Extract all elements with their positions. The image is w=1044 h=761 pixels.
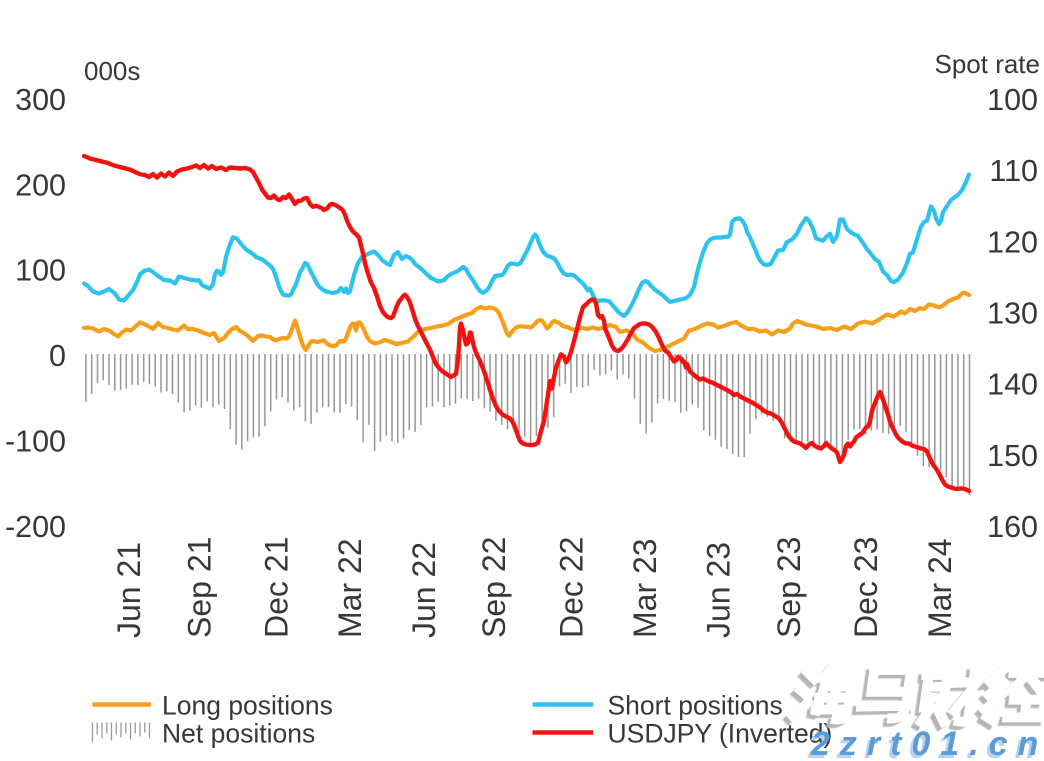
svg-text:160: 160 [987,510,1038,544]
svg-text:Jun 21: Jun 21 [111,542,147,638]
svg-text:300: 300 [15,83,66,117]
svg-text:2zrt01.cn: 2zrt01.cn [807,728,1044,761]
svg-text:Jun 22: Jun 22 [406,542,442,638]
svg-text:Mar 22: Mar 22 [332,538,368,638]
svg-text:2zrt01.cn: 2zrt01.cn [810,725,1044,761]
svg-text:Mar 24: Mar 24 [922,538,958,638]
svg-text:200: 200 [15,168,66,202]
svg-text:130: 130 [987,297,1038,331]
svg-text:Short positions: Short positions [608,691,783,721]
svg-text:Jun 23: Jun 23 [701,542,737,638]
svg-text:110: 110 [989,154,1038,188]
svg-text:USDJPY (Inverted): USDJPY (Inverted) [608,719,833,749]
svg-text:Long positions: Long positions [162,691,333,721]
svg-text:0: 0 [49,339,66,373]
svg-text:120: 120 [987,225,1038,259]
svg-text:140: 140 [987,368,1038,402]
svg-text:Dec 22: Dec 22 [553,537,589,638]
svg-text:Sep 23: Sep 23 [771,537,807,638]
svg-text:100: 100 [987,83,1038,117]
svg-text:Net positions: Net positions [162,719,315,749]
svg-text:-200: -200 [5,510,66,544]
svg-text:000s: 000s [84,56,140,86]
svg-text:Dec 23: Dec 23 [848,537,884,638]
svg-text:Mar 23: Mar 23 [627,538,663,638]
svg-text:Dec 21: Dec 21 [259,537,295,638]
svg-text:-100: -100 [5,425,66,459]
svg-text:150: 150 [987,439,1038,473]
svg-text:Sep 21: Sep 21 [181,537,217,638]
svg-text:Spot rate: Spot rate [934,49,1040,79]
svg-text:Sep 22: Sep 22 [476,537,512,638]
svg-text:100: 100 [15,254,66,288]
